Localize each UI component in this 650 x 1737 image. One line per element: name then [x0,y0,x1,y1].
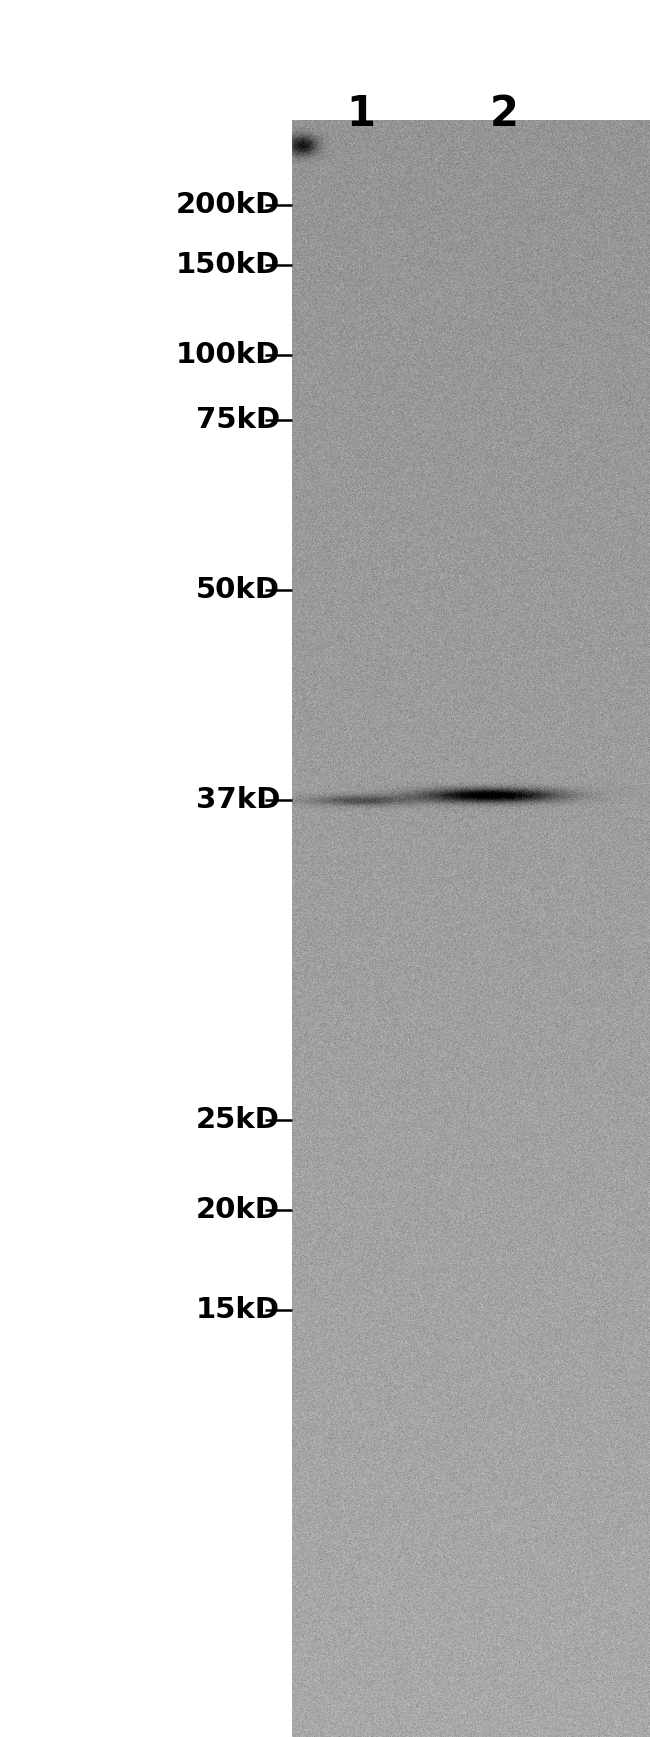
Text: 15kD: 15kD [196,1296,280,1324]
Text: 25kD: 25kD [196,1106,280,1134]
Text: 1: 1 [346,92,375,135]
Text: 150kD: 150kD [176,252,280,280]
Text: 75kD: 75kD [196,406,280,434]
Text: 2: 2 [489,92,518,135]
Text: 37kD: 37kD [196,787,280,815]
Text: 200kD: 200kD [176,191,280,219]
Text: 50kD: 50kD [196,577,280,604]
Text: 20kD: 20kD [196,1197,280,1225]
Text: 100kD: 100kD [176,340,280,368]
